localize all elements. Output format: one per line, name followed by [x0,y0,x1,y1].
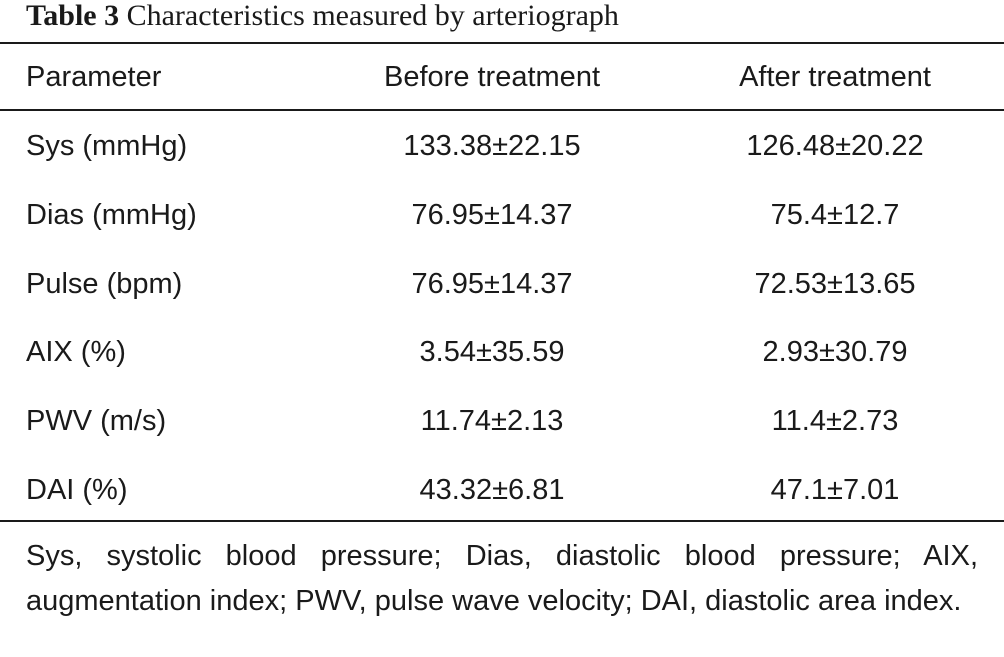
row-after-value: 11.4±2.73 [771,405,899,437]
row-before-value: 11.74±2.13 [420,405,564,437]
row-after-value: 72.53±13.65 [754,268,916,300]
header-before-treatment: Before treatment [384,61,600,93]
table-header-rule [0,109,1004,111]
header-after-treatment: After treatment [739,61,931,93]
row-parameter: DAI (%) [26,474,128,506]
row-before-value: 76.95±14.37 [411,199,573,231]
table-footnote: Sys, systolic blood pressure; Dias, dias… [26,540,978,617]
row-before-value: 3.54±35.59 [419,336,565,368]
table-caption-title: Characteristics measured by arteriograph [126,0,619,32]
row-parameter: PWV (m/s) [26,405,167,437]
row-parameter: Pulse (bpm) [26,268,183,300]
table-caption: Table 3 Characteristics measured by arte… [26,0,619,32]
row-before-value: 76.95±14.37 [411,268,573,300]
row-after-value: 126.48±20.22 [746,130,924,162]
row-after-value: 75.4±12.7 [770,199,900,231]
table-caption-label: Table 3 [26,0,120,32]
row-after-value: 47.1±7.01 [770,474,900,506]
row-before-value: 43.32±6.81 [419,474,565,506]
row-parameter: Dias (mmHg) [26,199,197,231]
table-top-rule [0,42,1004,44]
table-bottom-rule [0,520,1004,522]
row-before-value: 133.38±22.15 [403,130,581,162]
header-parameter: Parameter [26,61,162,93]
row-parameter: AIX (%) [26,336,126,368]
row-after-value: 2.93±30.79 [762,336,908,368]
row-parameter: Sys (mmHg) [26,130,188,162]
